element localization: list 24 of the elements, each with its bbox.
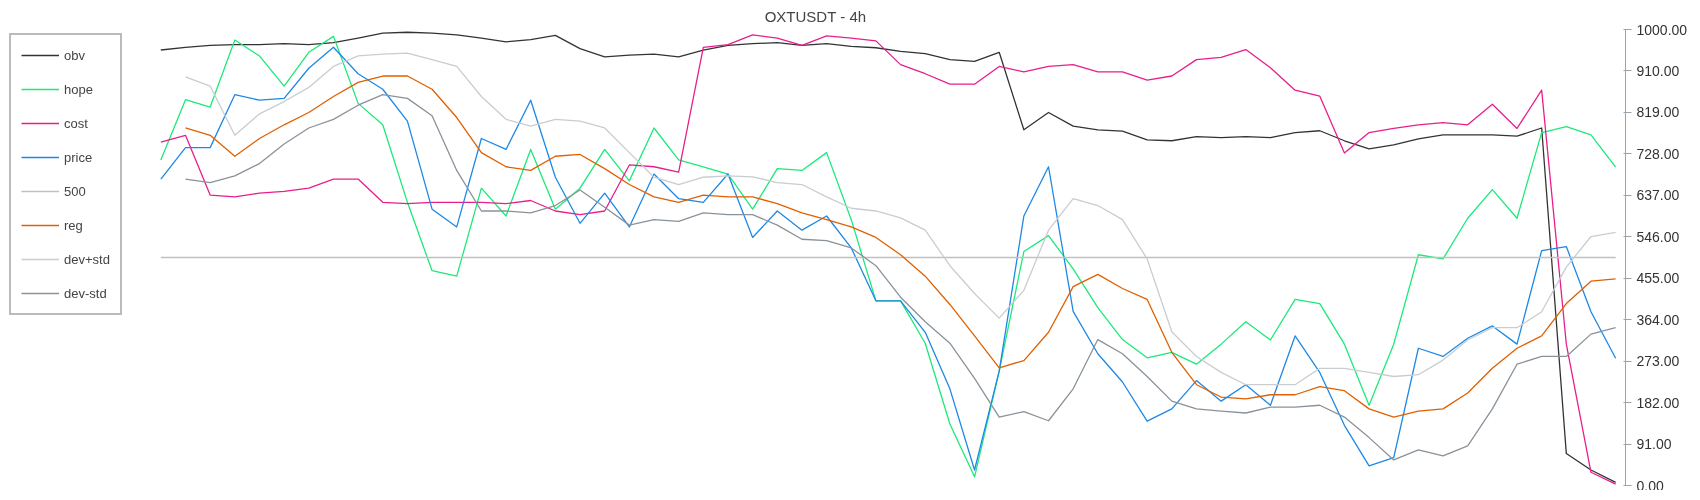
legend-label: price <box>64 149 93 165</box>
y-tick-label: 364.00 <box>1636 311 1680 328</box>
legend-label: dev+std <box>64 251 110 267</box>
y-tick-label: 182.00 <box>1636 394 1680 411</box>
legend-label: dev-std <box>64 285 107 301</box>
y-tick-label: 273.00 <box>1636 353 1680 370</box>
line-series <box>184 75 1617 418</box>
y-tick-label: 0.00 <box>1636 477 1664 494</box>
y-tick-label: 1000.00 <box>1636 21 1688 38</box>
legend-label: cost <box>64 115 88 131</box>
line-series <box>184 94 1617 461</box>
y-tick-label: 546.00 <box>1636 228 1680 245</box>
y-tick-label: 728.00 <box>1636 145 1680 162</box>
legend-label: reg <box>64 217 84 233</box>
y-tick-label: 91.00 <box>1636 436 1672 452</box>
y-tick-label: 455.00 <box>1636 270 1680 287</box>
y-tick-label: 637.00 <box>1636 187 1680 204</box>
legend-label: hope <box>64 81 93 97</box>
legend-label: obv <box>64 47 85 63</box>
legend-label: 500 <box>64 183 86 199</box>
y-tick-label: 910.00 <box>1636 62 1680 79</box>
line-series <box>184 52 1617 386</box>
chart-title: OXTUSDT - 4h <box>764 7 867 25</box>
y-tick-label: 819.00 <box>1636 104 1680 121</box>
